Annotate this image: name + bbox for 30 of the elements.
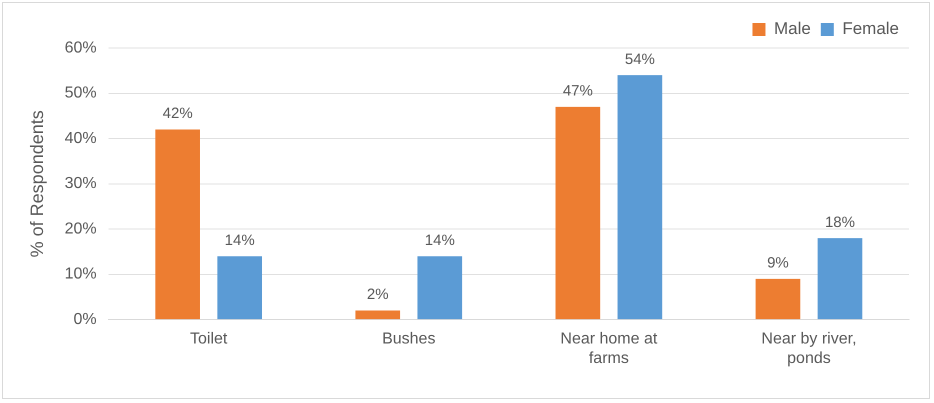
- data-label: 42%: [162, 105, 193, 122]
- x-tick-label: Bushes: [382, 330, 436, 348]
- x-tick-label: Near home at farms: [560, 330, 658, 367]
- data-label: 14%: [424, 232, 455, 249]
- data-label: 54%: [624, 50, 655, 68]
- y-axis-title: % of Respondents: [26, 110, 47, 258]
- y-tick-label: 30%: [64, 175, 97, 192]
- y-tick-label: 40%: [64, 130, 97, 147]
- x-tick-label: Near by river, ponds: [761, 330, 857, 367]
- data-label: 9%: [767, 254, 789, 272]
- y-tick-label: 60%: [64, 39, 97, 56]
- data-label: 18%: [824, 214, 855, 231]
- bar: [355, 310, 400, 320]
- y-tick-label: 0%: [74, 311, 97, 328]
- y-tick-label: 50%: [64, 84, 97, 102]
- legend-label: Male: [774, 19, 811, 38]
- y-tick-label: 10%: [64, 266, 97, 283]
- legend-label: Female: [842, 19, 899, 38]
- data-label: 2%: [366, 286, 389, 304]
- data-label: 14%: [224, 232, 255, 249]
- bar: [217, 256, 262, 320]
- bar: [417, 256, 462, 320]
- data-label: 47%: [562, 82, 593, 100]
- y-tick-label: 20%: [64, 220, 97, 238]
- bar: [618, 75, 662, 320]
- x-tick-label: Toilet: [190, 330, 228, 348]
- bar: [155, 129, 200, 320]
- bar: [756, 278, 800, 320]
- bar: [556, 106, 600, 320]
- bar: [818, 238, 862, 320]
